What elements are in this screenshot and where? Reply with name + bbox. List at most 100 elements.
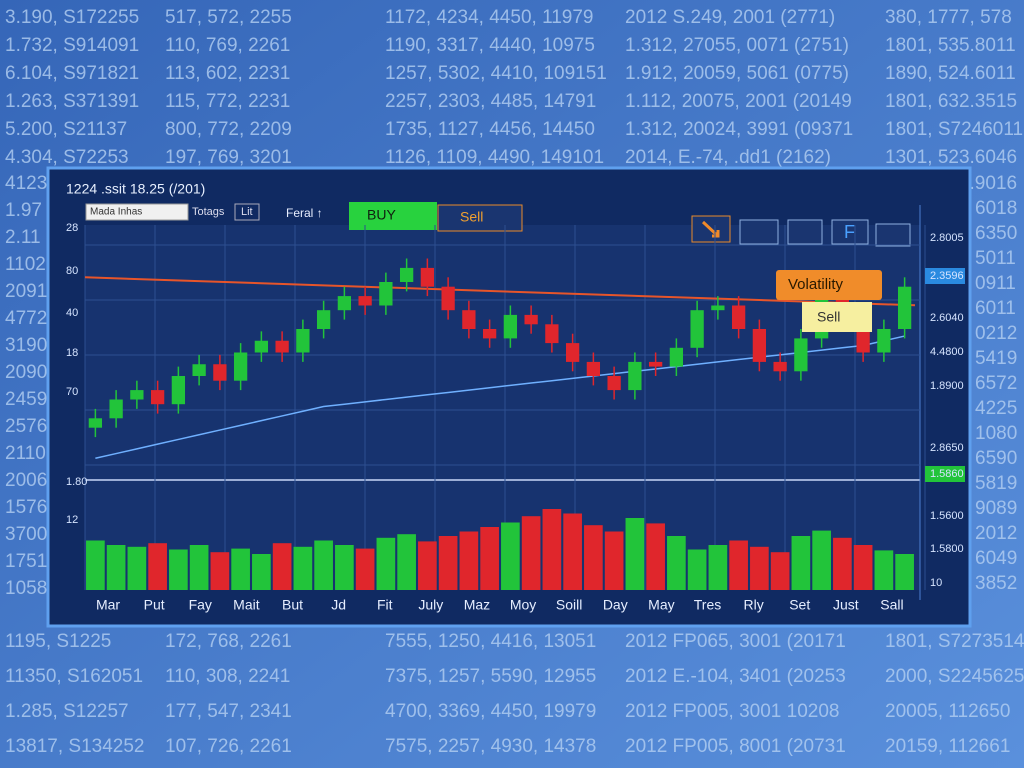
lit[interactable]: Lit xyxy=(241,206,253,218)
volume-bar xyxy=(459,531,479,590)
bg-number: 4.304, S72253 xyxy=(5,147,129,168)
bg-number: 1.97 xyxy=(5,200,42,221)
bg-number: 6572 xyxy=(975,373,1017,394)
volume-bar xyxy=(646,523,665,590)
volume-bar xyxy=(314,540,333,590)
candle-body xyxy=(482,329,497,339)
x-tick-label: Day xyxy=(603,597,628,613)
bg-number: 2090 xyxy=(5,362,47,383)
candle-body xyxy=(109,399,123,419)
bg-number: 2.11 xyxy=(5,227,41,248)
candle-body xyxy=(358,296,372,306)
y2-axis-label: 1.5600 xyxy=(930,510,964,522)
y2-axis-label: 2.8650 xyxy=(930,442,964,454)
bg-number: 1751 xyxy=(5,551,47,572)
volume-bar xyxy=(667,536,686,590)
candle-body xyxy=(669,347,684,367)
volume-bar xyxy=(293,546,313,590)
candle-body xyxy=(275,340,289,353)
bg-number: 1735, 1127, 4456, 14450 xyxy=(385,119,595,140)
bg-number: 0212 xyxy=(975,323,1017,344)
volume-bar xyxy=(397,534,416,590)
bg-number: 1.263, S371391 xyxy=(5,91,139,112)
candle-body xyxy=(420,267,435,287)
feral[interactable]: Feral ↑ xyxy=(286,206,323,220)
candle-body xyxy=(88,418,103,428)
dropdown-label: Mada Inhas xyxy=(90,207,142,218)
tool-button[interactable] xyxy=(875,223,911,247)
sell-tag[interactable] xyxy=(802,302,872,332)
dropdown[interactable] xyxy=(85,203,189,221)
volatility-tag[interactable] xyxy=(776,270,882,300)
volume-bar xyxy=(210,552,230,590)
bg-number: 110, 769, 2261 xyxy=(165,35,290,56)
candle-body xyxy=(316,310,331,329)
bg-number: 2000, S2245625 xyxy=(885,666,1024,687)
candle-body xyxy=(233,352,248,381)
candle-body xyxy=(150,390,165,405)
candle-body xyxy=(213,364,227,381)
x-tick-label: Just xyxy=(833,597,859,613)
candle-body xyxy=(545,324,559,344)
bg-number: 2014, E.-74, .dd1 (2162) xyxy=(625,147,831,168)
candle-body xyxy=(399,267,414,282)
volume-bar xyxy=(252,554,271,590)
bg-number: 1890, 524.6011 xyxy=(885,63,1016,84)
volume-bar xyxy=(148,543,167,590)
candle-body xyxy=(794,338,808,372)
bg-number: 2012 xyxy=(975,523,1017,544)
bg-number: 4225 xyxy=(975,398,1017,419)
volume-bar xyxy=(272,543,292,590)
x-tick-label: Mait xyxy=(233,597,260,613)
volume-bar xyxy=(708,545,728,590)
bg-number: 800, 772, 2209 xyxy=(165,119,292,140)
bg-number: 517, 572, 2255 xyxy=(165,7,292,28)
candle-body xyxy=(462,310,476,329)
bg-number: 1126, 1109, 4490, 149101 xyxy=(385,147,604,168)
bg-number: 2012 S.249, 2001 (2771) xyxy=(625,7,835,28)
volume-bar xyxy=(729,540,748,590)
bg-number: 5011 xyxy=(975,248,1016,269)
candle-body xyxy=(731,305,746,329)
x-tick-label: Jd xyxy=(331,597,346,613)
candle-body xyxy=(711,305,725,311)
tool-button[interactable] xyxy=(831,219,869,245)
bg-number: 1801, 535.8011 xyxy=(885,35,1016,56)
candle-body xyxy=(254,340,269,353)
bg-number: 1.312, 20024, 3991 (09371 xyxy=(625,119,853,140)
volume-bar xyxy=(521,516,541,590)
candle-body xyxy=(130,390,144,400)
y-axis-label: 40 xyxy=(66,307,78,319)
bg-number: 1301, 523.6046 xyxy=(885,147,1017,168)
tags[interactable]: Totags xyxy=(192,206,225,218)
candle-body xyxy=(690,310,704,348)
sell-tag-label: Sell xyxy=(817,309,840,325)
candle-body xyxy=(337,296,352,311)
sell-button[interactable] xyxy=(437,204,523,232)
volume-bar xyxy=(335,545,354,590)
y2-axis-label: 4.4800 xyxy=(930,346,964,358)
bg-number: 20005, 112650 xyxy=(885,701,1010,722)
candle-body xyxy=(192,364,206,376)
bg-number: 1.732, S914091 xyxy=(5,35,139,56)
volume-bar xyxy=(750,546,769,590)
buy-button[interactable] xyxy=(349,202,437,230)
tool-button[interactable] xyxy=(787,219,823,245)
x-tick-label: May xyxy=(648,597,674,613)
lit-box[interactable] xyxy=(234,203,260,221)
candle-body xyxy=(171,376,186,405)
y-axis-label: 12 xyxy=(66,514,78,526)
y2-axis-label: 1.5800 xyxy=(930,543,964,555)
volume-bar xyxy=(438,536,458,590)
y-axis-label: 28 xyxy=(66,222,78,234)
candle-body xyxy=(503,314,518,339)
bg-number: 107, 726, 2261 xyxy=(165,736,292,757)
tool-button[interactable] xyxy=(739,219,779,245)
tool-f: F xyxy=(844,222,855,242)
y2-axis-label: 10 xyxy=(930,577,942,589)
candle-body xyxy=(752,329,767,362)
bg-number: 110, 308, 2241 xyxy=(165,666,290,687)
bg-number: 1801, 632.3515 xyxy=(885,91,1017,112)
